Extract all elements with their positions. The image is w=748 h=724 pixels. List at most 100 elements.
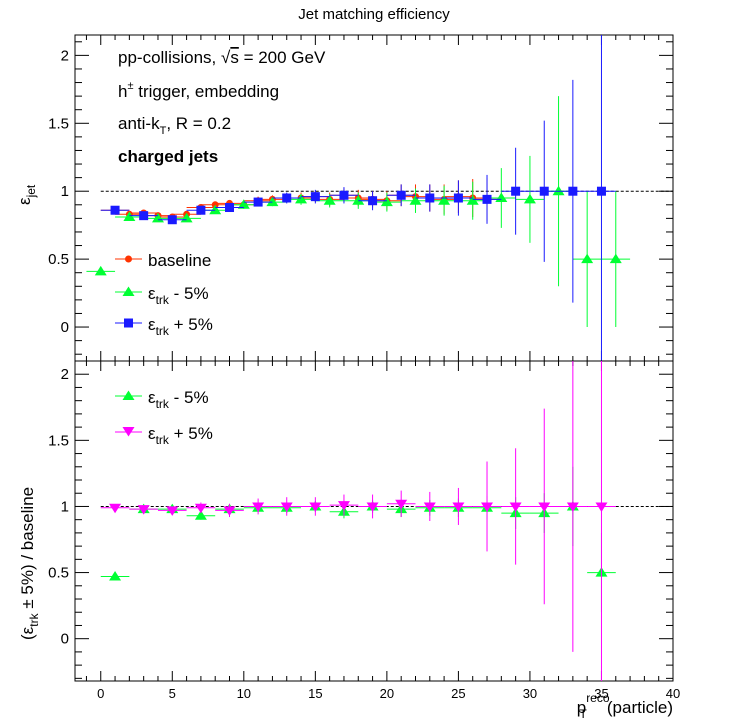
legend-trk-minus-main: ε xyxy=(148,284,156,303)
legend-trk-minus-post: - 5% xyxy=(169,284,209,303)
legend-item-ratio-minus: εtrk - 5% xyxy=(115,388,209,411)
data-point xyxy=(566,502,579,512)
data-point xyxy=(109,571,122,581)
data-point xyxy=(352,195,365,205)
annotation-charged-jets: charged jets xyxy=(118,147,218,166)
y-tick-label: 1 xyxy=(61,498,69,515)
data-point xyxy=(209,204,222,215)
data-point xyxy=(438,195,451,205)
data-point xyxy=(110,205,120,215)
data-point xyxy=(425,193,435,203)
data-point xyxy=(137,505,150,515)
top-series-layer xyxy=(86,35,631,361)
x-axis-label: preco T (particle) xyxy=(577,691,673,721)
legend-ratio-minus-post: - 5% xyxy=(169,388,209,407)
legend-trk-plus-main: ε xyxy=(148,315,156,334)
legend-ratio-minus-marker xyxy=(122,390,135,400)
x-tick-label: 40 xyxy=(666,686,680,701)
x-tick-label: 25 xyxy=(451,686,465,701)
data-point xyxy=(466,195,479,205)
data-point xyxy=(94,265,107,276)
legend-ratio-plus-post: + 5% xyxy=(169,424,213,443)
legend-baseline-marker xyxy=(125,255,132,263)
legend-item-ratio-plus: εtrk + 5% xyxy=(115,424,213,447)
data-point xyxy=(538,502,551,512)
y-tick-label: 1 xyxy=(61,183,69,200)
legend-ratio-plus-marker xyxy=(122,427,135,437)
y-tick-label: 2 xyxy=(61,366,69,383)
legend-trk-plus-label: εtrk + 5% xyxy=(148,315,213,338)
bottom-y-axis-label-post: ± 5%) / baseline xyxy=(18,487,37,614)
data-point xyxy=(452,502,465,512)
legend-ratio-plus-label: εtrk + 5% xyxy=(148,424,213,447)
legend-item-trk-minus: εtrk - 5% xyxy=(115,284,209,307)
bottom-series-layer xyxy=(100,361,616,681)
annotation-sqrt-symbol: √ xyxy=(221,48,231,67)
data-point xyxy=(194,503,207,514)
data-point xyxy=(337,501,350,511)
series-0 xyxy=(100,466,616,613)
legend-trk-minus-marker xyxy=(122,286,135,296)
series-1 xyxy=(86,96,631,328)
data-point xyxy=(453,193,463,203)
y-tick-label: 1.5 xyxy=(48,432,69,449)
data-point xyxy=(225,203,235,213)
y-tick-label: 2 xyxy=(61,47,69,64)
data-point xyxy=(495,192,508,202)
data-point xyxy=(139,211,149,221)
data-point xyxy=(523,193,536,204)
top-annotations: pp-collisions, √s = 200 GeV h± trigger, … xyxy=(118,48,326,166)
y-tick-label: 0 xyxy=(61,631,69,648)
legend-trk-plus-sub: trk xyxy=(156,324,170,338)
data-point xyxy=(196,205,206,215)
x-tick-label: 15 xyxy=(308,686,322,701)
legend-trk-minus-sub: trk xyxy=(156,293,170,307)
data-point xyxy=(223,506,236,516)
data-point xyxy=(166,506,179,516)
annotation-collisions: pp-collisions, √s = 200 GeV xyxy=(118,48,326,67)
annotation-sqrt-arg: s xyxy=(230,48,239,67)
data-point xyxy=(482,194,492,204)
x-tick-label: 20 xyxy=(380,686,394,701)
bottom-axis-ticks: 00.511.520 5 10 15 20 25 30 35 40 xyxy=(48,360,680,701)
x-tick-label: 10 xyxy=(237,686,251,701)
x-axis-label-sup: reco xyxy=(586,691,610,705)
series-2 xyxy=(100,35,616,361)
legend-ratio-minus-main: ε xyxy=(148,388,156,407)
data-point xyxy=(310,192,320,202)
data-point xyxy=(596,186,606,196)
x-axis-label-post: (particle) xyxy=(607,698,673,717)
chart-title: Jet matching efficiency xyxy=(298,6,450,23)
legend-ratio-minus-label: εtrk - 5% xyxy=(148,388,209,411)
y-tick-label: 1.5 xyxy=(48,115,69,132)
x-axis-label-main: p xyxy=(577,698,586,717)
bottom-y-axis-label-sub: trk xyxy=(27,612,41,626)
bottom-plot-frame xyxy=(74,360,674,682)
legend-ratio-plus-sub: trk xyxy=(156,433,170,447)
data-point xyxy=(409,195,422,205)
annotation-trigger-post: trigger, embedding xyxy=(134,82,280,101)
data-point xyxy=(280,502,293,512)
x-tick-label: 5 xyxy=(169,686,176,701)
annotation-algorithm: anti-kT, R = 0.2 xyxy=(118,114,231,137)
annotation-trigger-sup: ± xyxy=(127,80,133,92)
data-point xyxy=(194,510,207,520)
legend-trk-plus-marker xyxy=(124,318,133,328)
x-axis-label-sub: T xyxy=(580,707,588,721)
data-point xyxy=(481,502,494,512)
legend-trk-plus-post: + 5% xyxy=(169,315,213,334)
data-point xyxy=(253,197,263,207)
annotation-trigger-main: h xyxy=(118,82,127,101)
data-point xyxy=(123,211,136,222)
data-point xyxy=(151,212,164,223)
data-point xyxy=(380,196,393,207)
top-y-axis-label: εjet xyxy=(15,184,38,205)
y-tick-label: 0.5 xyxy=(48,565,69,582)
bottom-legend: εtrk - 5% εtrk + 5% xyxy=(115,388,213,447)
bottom-y-axis-label-pre: (ε xyxy=(18,626,37,640)
legend-item-baseline: baseline xyxy=(115,251,211,270)
legend-item-trk-plus: εtrk + 5% xyxy=(115,315,213,338)
data-point xyxy=(395,499,408,510)
data-point xyxy=(568,186,578,196)
